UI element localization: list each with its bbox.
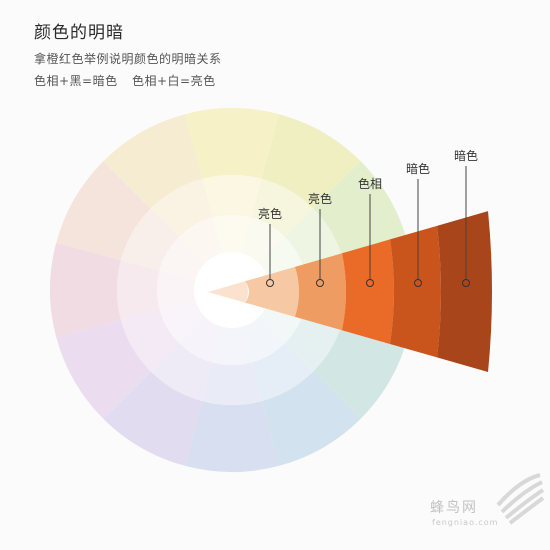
- watermark-url: fengniao.com: [432, 518, 498, 527]
- wedge-label: 亮色: [308, 191, 332, 206]
- wheel-segment: [178, 217, 223, 264]
- wheel-segment: [202, 362, 262, 405]
- wheel-segment: [241, 316, 286, 363]
- wheel-segment: [202, 175, 262, 218]
- wheel-segment: [117, 260, 160, 320]
- marker-circle: [462, 279, 470, 287]
- orange-value-wedge: [208, 211, 492, 372]
- wheel-segment: [159, 299, 206, 344]
- wedge-label: 亮色: [258, 206, 282, 221]
- formula-dark: 色相+黑=暗色: [34, 74, 118, 88]
- page-title: 颜色的明暗: [34, 23, 124, 43]
- wheel-segment: [184, 401, 280, 472]
- watermark: 蜂鸟网 fengniao.com: [430, 473, 545, 527]
- wheel-segment: [150, 343, 213, 402]
- marker-circle: [266, 279, 274, 287]
- wheel-segment: [150, 178, 213, 237]
- marker-circle: [316, 279, 324, 287]
- wheel-segment: [103, 114, 203, 209]
- wedge-band: [437, 211, 492, 372]
- wheel-segment: [251, 343, 314, 402]
- wheel-segment: [184, 108, 280, 179]
- wedge-band: [245, 266, 299, 317]
- formula-line: 色相+黑=暗色 色相+白=亮色: [34, 73, 222, 89]
- wheel-segment: [120, 309, 179, 372]
- header: 颜色的明暗 拿橙红色举例说明颜色的明暗关系 色相+黑=暗色 色相+白=亮色: [34, 22, 222, 89]
- wheel-segment: [159, 236, 206, 281]
- watermark-text: 蜂鸟网: [430, 500, 478, 516]
- wedge-band: [390, 225, 441, 358]
- wheel-segment: [157, 270, 196, 310]
- wheel-segment: [261, 371, 361, 466]
- wheel-segment: [261, 114, 361, 209]
- wheel-segment: [313, 319, 408, 419]
- wheel-segment: [285, 208, 344, 271]
- wheel-segment: [251, 178, 314, 237]
- wheel-segment: [212, 326, 252, 365]
- page-subtitle: 拿橙红色举例说明颜色的明暗关系: [34, 52, 222, 66]
- wedge-label: 暗色: [454, 148, 478, 163]
- wheel-segment: [212, 215, 252, 254]
- feather-logo: [496, 473, 545, 525]
- wheel-segment: [178, 316, 223, 363]
- wedge-band: [208, 281, 248, 303]
- wheel-segment: [241, 217, 286, 264]
- wedge-band: [342, 239, 394, 344]
- wheel-segment: [313, 161, 408, 261]
- wheel-segment: [50, 242, 121, 338]
- marker-circle: [414, 279, 422, 287]
- wedge-label: 色相: [358, 177, 382, 191]
- marker-circle: [366, 279, 374, 287]
- wheel-segment: [120, 208, 179, 271]
- wheel-segment: [56, 161, 151, 261]
- wheel-segment: [103, 371, 203, 466]
- wheel-segment: [56, 319, 151, 419]
- wedge-band: [295, 253, 346, 331]
- wedge-label: 暗色: [406, 161, 430, 176]
- formula-light: 色相+白=亮色: [131, 74, 216, 88]
